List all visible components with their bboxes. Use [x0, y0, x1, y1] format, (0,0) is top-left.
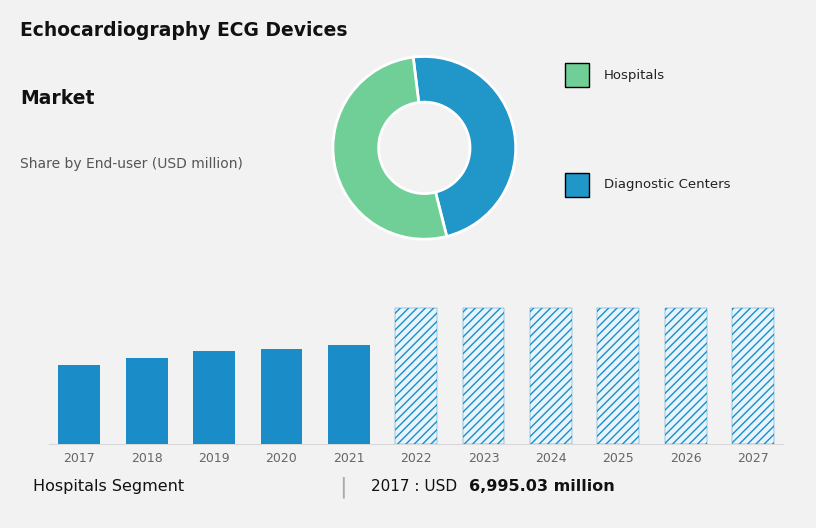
Wedge shape	[333, 57, 446, 239]
Bar	[395, 308, 437, 444]
Text: Market: Market	[20, 89, 95, 108]
Text: 2017 : USD: 2017 : USD	[371, 479, 463, 494]
Text: |: |	[339, 476, 347, 497]
Text: 6,995.03 million: 6,995.03 million	[469, 479, 615, 494]
Text: Hospitals Segment: Hospitals Segment	[33, 479, 184, 494]
Wedge shape	[413, 56, 516, 237]
Bar	[732, 308, 774, 444]
Text: Diagnostic Centers: Diagnostic Centers	[604, 178, 730, 192]
Bar	[59, 365, 100, 444]
FancyBboxPatch shape	[565, 63, 589, 88]
Bar	[126, 358, 167, 444]
Bar	[260, 350, 302, 444]
Bar	[665, 308, 707, 444]
Bar	[463, 308, 504, 444]
Bar	[193, 351, 235, 444]
Text: Hospitals: Hospitals	[604, 69, 665, 82]
Bar	[328, 345, 370, 444]
Text: Share by End-user (USD million): Share by End-user (USD million)	[20, 157, 243, 171]
FancyBboxPatch shape	[565, 173, 589, 197]
Text: Echocardiography ECG Devices: Echocardiography ECG Devices	[20, 21, 348, 40]
Bar	[530, 308, 572, 444]
Bar	[597, 308, 639, 444]
